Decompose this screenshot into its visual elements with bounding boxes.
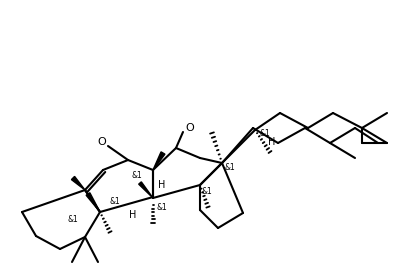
Text: H: H bbox=[268, 137, 276, 147]
Text: &1: &1 bbox=[260, 128, 270, 138]
Text: &1: &1 bbox=[225, 164, 235, 172]
Polygon shape bbox=[86, 193, 100, 212]
Polygon shape bbox=[153, 152, 165, 170]
Text: O: O bbox=[186, 123, 194, 133]
Text: O: O bbox=[97, 137, 106, 147]
Text: &1: &1 bbox=[202, 188, 213, 197]
Text: &1: &1 bbox=[157, 204, 168, 213]
Text: &1: &1 bbox=[110, 197, 121, 207]
Text: H: H bbox=[158, 180, 165, 190]
Text: &1: &1 bbox=[131, 170, 142, 180]
Polygon shape bbox=[139, 182, 153, 198]
Polygon shape bbox=[71, 176, 85, 190]
Text: &1: &1 bbox=[68, 216, 79, 224]
Text: H: H bbox=[129, 210, 136, 220]
